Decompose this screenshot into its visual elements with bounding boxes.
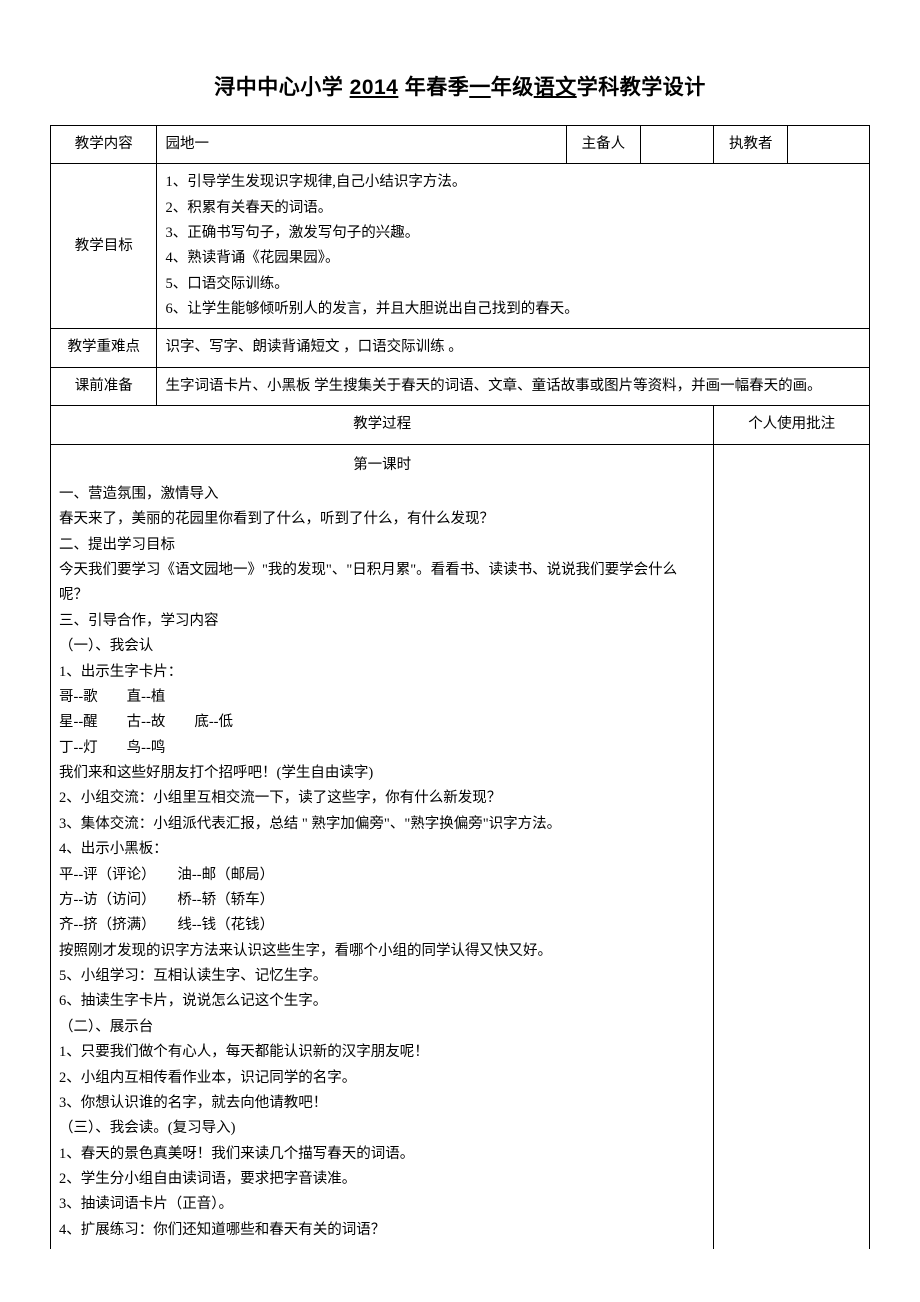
cell-teacher-label: 执教者 bbox=[714, 125, 788, 163]
row-process-body: 第一课时 一、营造氛围，激情导入春天来了，美丽的花园里你看到了什么，听到了什么，… bbox=[51, 444, 870, 1249]
page-title: 浔中中心小学 2014 年春季一年级语文学科教学设计 bbox=[50, 70, 870, 107]
body-line: 2、学生分小组自由读词语，要求把字音读准。 bbox=[59, 1167, 705, 1192]
body-line: 3、集体交流：小组派代表汇报，总结 " 熟字加偏旁"、"熟字换偏旁"识字方法。 bbox=[59, 812, 705, 837]
objective-item: 1、引导学生发现识字规律,自己小结识字方法。 bbox=[165, 170, 861, 195]
objective-item: 5、口语交际训练。 bbox=[165, 272, 861, 297]
cell-notes-label: 个人使用批注 bbox=[714, 406, 870, 444]
title-year: 2014 bbox=[350, 76, 399, 99]
row-process-header: 教学过程 个人使用批注 bbox=[51, 406, 870, 444]
body-line: 三、引导合作，学习内容 bbox=[59, 609, 705, 634]
lesson-plan-table: 教学内容 园地一 主备人 执教者 教学目标 1、引导学生发现识字规律,自己小结识… bbox=[50, 125, 870, 1249]
body-line: 4、出示小黑板： bbox=[59, 837, 705, 862]
objective-item: 2、积累有关春天的词语。 bbox=[165, 196, 861, 221]
title-part-4: 学科教学设计 bbox=[577, 76, 706, 99]
body-line: 1、出示生字卡片： bbox=[59, 660, 705, 685]
cell-main-author-label: 主备人 bbox=[566, 125, 640, 163]
lesson-title: 第一课时 bbox=[59, 453, 705, 478]
cell-keypoints-value: 识字、写字、朗读背诵短文 ，口语交际训练 。 bbox=[157, 329, 870, 367]
body-line: 方--访（访问） 桥--轿（轿车） bbox=[59, 888, 705, 913]
title-part-3: 年级 bbox=[491, 76, 534, 99]
body-line: 1、只要我们做个有心人，每天都能认识新的汉字朋友呢！ bbox=[59, 1040, 705, 1065]
body-line: 4、扩展练习：你们还知道哪些和春天有关的词语？ bbox=[59, 1218, 705, 1243]
cell-process-label: 教学过程 bbox=[51, 406, 714, 444]
row-prep: 课前准备 生字词语卡片、小黑板 学生搜集关于春天的词语、文章、童话故事或图片等资… bbox=[51, 367, 870, 405]
body-line: 3、抽读词语卡片（正音）。 bbox=[59, 1192, 705, 1217]
row-header: 教学内容 园地一 主备人 执教者 bbox=[51, 125, 870, 163]
cell-keypoints-label: 教学重难点 bbox=[51, 329, 157, 367]
body-line: 2、小组内互相传看作业本，识记同学的名字。 bbox=[59, 1066, 705, 1091]
body-line: （一）、我会认 bbox=[59, 634, 705, 659]
cell-prep-label: 课前准备 bbox=[51, 367, 157, 405]
body-line: 丁--灯 鸟--鸣 bbox=[59, 736, 705, 761]
body-line: 星--醒 古--故 底--低 bbox=[59, 710, 705, 735]
body-line: （三）、我会读。(复习导入) bbox=[59, 1116, 705, 1141]
cell-teacher-value bbox=[788, 125, 870, 163]
cell-process-body: 第一课时 一、营造氛围，激情导入春天来了，美丽的花园里你看到了什么，听到了什么，… bbox=[51, 444, 714, 1249]
body-line: （二）、展示台 bbox=[59, 1015, 705, 1040]
objective-item: 3、正确书写句子，激发写句子的兴趣。 bbox=[165, 221, 861, 246]
row-objectives: 教学目标 1、引导学生发现识字规律,自己小结识字方法。 2、积累有关春天的词语。… bbox=[51, 164, 870, 329]
body-line: 一、营造氛围，激情导入 bbox=[59, 482, 705, 507]
title-part-2: 年春季 bbox=[398, 76, 469, 99]
body-line: 6、抽读生字卡片，说说怎么记这个生字。 bbox=[59, 989, 705, 1014]
title-part-1: 浔中中心小学 bbox=[214, 76, 349, 99]
body-line: 齐--挤（挤满） 线--钱（花钱） bbox=[59, 913, 705, 938]
title-subject: 语文 bbox=[534, 76, 577, 99]
objective-item: 4、熟读背诵《花园果园》。 bbox=[165, 246, 861, 271]
body-line: 二、提出学习目标 bbox=[59, 533, 705, 558]
objective-item: 6、让学生能够倾听别人的发言，并且大胆说出自己找到的春天。 bbox=[165, 297, 861, 322]
cell-main-author-value bbox=[640, 125, 714, 163]
cell-objectives-label: 教学目标 bbox=[51, 164, 157, 329]
body-line: 2、小组交流：小组里互相交流一下，读了这些字，你有什么新发现？ bbox=[59, 786, 705, 811]
body-line: 春天来了，美丽的花园里你看到了什么，听到了什么，有什么发现？ bbox=[59, 507, 705, 532]
row-keypoints: 教学重难点 识字、写字、朗读背诵短文 ，口语交际训练 。 bbox=[51, 329, 870, 367]
cell-notes-body bbox=[714, 444, 870, 1249]
body-line: 1、春天的景色真美呀！我们来读几个描写春天的词语。 bbox=[59, 1142, 705, 1167]
title-grade: 一 bbox=[469, 76, 491, 99]
body-line: 平--评（评论） 油--邮（邮局） bbox=[59, 863, 705, 888]
cell-content-value: 园地一 bbox=[157, 125, 567, 163]
body-line: 今天我们要学习《语文园地一》"我的发现"、"日积月累"。看看书、读读书、说说我们… bbox=[59, 558, 705, 609]
cell-objectives-value: 1、引导学生发现识字规律,自己小结识字方法。 2、积累有关春天的词语。 3、正确… bbox=[157, 164, 870, 329]
body-line: 哥--歌 直--植 bbox=[59, 685, 705, 710]
body-line: 我们来和这些好朋友打个招呼吧！(学生自由读字) bbox=[59, 761, 705, 786]
body-line: 按照刚才发现的识字方法来认识这些生字，看哪个小组的同学认得又快又好。 bbox=[59, 939, 705, 964]
body-line: 5、小组学习：互相认读生字、记忆生字。 bbox=[59, 964, 705, 989]
cell-prep-value: 生字词语卡片、小黑板 学生搜集关于春天的词语、文章、童话故事或图片等资料，并画一… bbox=[157, 367, 870, 405]
process-body-lines: 一、营造氛围，激情导入春天来了，美丽的花园里你看到了什么，听到了什么，有什么发现… bbox=[59, 482, 705, 1243]
body-line: 3、你想认识谁的名字，就去向他请教吧！ bbox=[59, 1091, 705, 1116]
cell-content-label: 教学内容 bbox=[51, 125, 157, 163]
